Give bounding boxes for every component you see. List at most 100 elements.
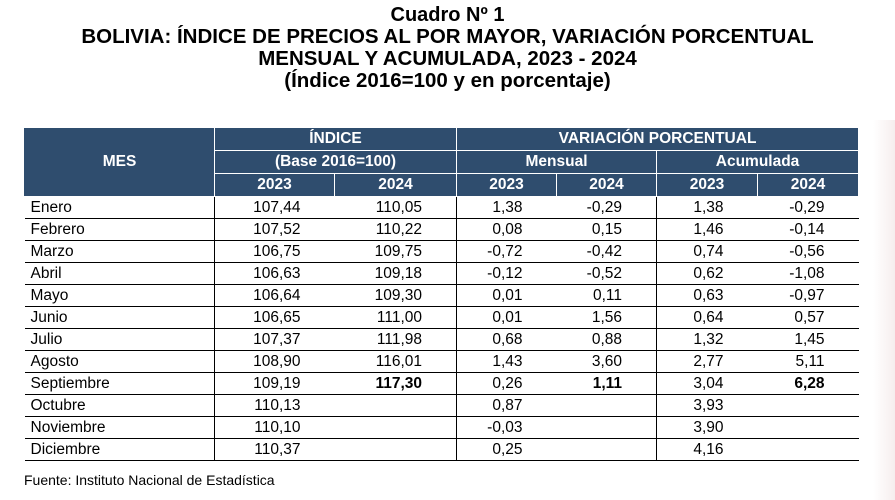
monthly-2023-cell: 0,26: [456, 372, 557, 395]
monthly-2024-cell: 3,60: [556, 350, 658, 373]
index-2024-cell: [334, 394, 458, 417]
cumulative-2023-cell: 4,16: [656, 438, 758, 461]
header-acumulada: Acumulada: [656, 150, 860, 174]
index-2024-cell: 117,30: [334, 372, 458, 395]
monthly-2024-cell: -0,42: [556, 240, 658, 263]
index-2024-cell: 111,00: [334, 306, 458, 329]
monthly-2023-cell: 0,25: [456, 438, 557, 461]
month-cell: Julio: [24, 328, 215, 351]
table-row: Diciembre 110,37 0,25 4,16: [24, 438, 859, 461]
cumulative-2024-cell: -0,56: [757, 240, 859, 263]
table-title-block: Cuadro Nº 1 BOLIVIA: ÍNDICE DE PRECIOS A…: [0, 4, 895, 92]
header-year: 2024: [556, 173, 658, 197]
cumulative-2024-cell: 1,45: [757, 328, 859, 351]
index-2024-cell: [334, 438, 458, 461]
index-2024-cell: 109,18: [334, 262, 458, 285]
cumulative-2023-cell: 0,64: [656, 306, 758, 329]
header-base: (Base 2016=100): [213, 150, 458, 174]
index-2023-cell: 110,13: [214, 394, 335, 417]
monthly-2023-cell: 0,01: [456, 284, 557, 307]
header-row-1: MES ÍNDICE VARIACIÓN PORCENTUAL: [24, 127, 860, 197]
table-row: Enero 107,44 110,05 1,38 -0,29 1,38 -0,29: [24, 196, 859, 219]
cumulative-2023-cell: 3,90: [656, 416, 758, 439]
header-mensual: Mensual: [456, 150, 658, 174]
cumulative-2023-cell: 0,63: [656, 284, 758, 307]
monthly-2024-cell: [556, 438, 658, 461]
header-mes: MES: [24, 127, 215, 197]
cumulative-2024-cell: -0,14: [757, 218, 859, 241]
cumulative-2024-cell: [757, 416, 859, 439]
index-2024-cell: 110,22: [334, 218, 458, 241]
header-indice: ÍNDICE: [213, 127, 458, 151]
index-2023-cell: 107,52: [214, 218, 335, 241]
cumulative-2024-cell: -1,08: [757, 262, 859, 285]
month-cell: Noviembre: [24, 416, 215, 439]
cumulative-2023-cell: 2,77: [656, 350, 758, 373]
monthly-2024-cell: 0,11: [556, 284, 658, 307]
monthly-2024-cell: 0,15: [556, 218, 658, 241]
index-2023-cell: 106,75: [214, 240, 335, 263]
header-year: 2023: [656, 173, 759, 197]
index-2024-cell: 111,98: [334, 328, 458, 351]
monthly-2023-cell: 0,01: [456, 306, 557, 329]
month-cell: Octubre: [24, 394, 215, 417]
header-year: 2023: [456, 173, 558, 197]
table-row: Noviembre 110,10 -0,03 3,90: [24, 416, 859, 439]
monthly-2023-cell: -0,03: [456, 416, 557, 439]
month-cell: Abril: [24, 262, 215, 285]
table-main-title: BOLIVIA: ÍNDICE DE PRECIOS AL POR MAYOR,…: [81, 25, 814, 48]
header-row-2: (Base 2016=100) Mensual Acumulada: [25, 150, 860, 174]
header-year: 2024: [333, 173, 458, 197]
header-variacion: VARIACIÓN PORCENTUAL: [456, 127, 860, 151]
header-row-years: 2023 2024 2023 2024 2023 2024: [25, 173, 860, 197]
index-2023-cell: 109,19: [214, 372, 335, 395]
index-2023-cell: 110,10: [214, 416, 335, 439]
cumulative-2023-cell: 1,46: [656, 218, 758, 241]
index-2024-cell: 110,05: [334, 196, 458, 219]
monthly-2024-cell: 1,11: [556, 372, 658, 395]
month-cell: Marzo: [24, 240, 215, 263]
monthly-2024-cell: [556, 416, 658, 439]
table-row: Febrero 107,52 110,22 0,08 0,15 1,46 -0,14: [24, 218, 859, 241]
cumulative-2023-cell: 1,38: [656, 196, 758, 219]
index-2024-cell: 109,75: [334, 240, 458, 263]
header-year: 2024: [757, 173, 860, 197]
table-main-title-continued: MENSUAL Y ACUMULADA, 2023 - 2024: [258, 47, 637, 70]
table-number-title: Cuadro Nº 1: [390, 4, 505, 26]
index-2023-cell: 106,63: [214, 262, 335, 285]
monthly-2023-cell: -0,72: [456, 240, 557, 263]
monthly-2024-cell: 1,56: [556, 306, 658, 329]
index-2023-cell: 106,64: [214, 284, 335, 307]
month-cell: Febrero: [24, 218, 215, 241]
index-2023-cell: 107,44: [214, 196, 335, 219]
cumulative-2023-cell: 3,93: [656, 394, 758, 417]
index-2023-cell: 106,65: [214, 306, 335, 329]
index-2023-cell: 110,37: [214, 438, 335, 461]
month-cell: Septiembre: [24, 372, 215, 395]
monthly-2023-cell: 1,43: [456, 350, 557, 373]
monthly-2024-cell: [556, 394, 658, 417]
cumulative-2023-cell: 3,04: [656, 372, 758, 395]
table-row: Octubre 110,13 0,87 3,93: [24, 394, 859, 417]
monthly-2024-cell: 0,88: [556, 328, 658, 351]
cumulative-2024-cell: 5,11: [757, 350, 859, 373]
monthly-2023-cell: 0,08: [456, 218, 557, 241]
table-row: Junio 106,65 111,00 0,01 1,56 0,64 0,57: [24, 306, 859, 329]
price-index-table: MES ÍNDICE VARIACIÓN PORCENTUAL (Base 20…: [24, 127, 860, 461]
table-units-subtitle: (Índice 2016=100 y en porcentaje): [284, 69, 611, 92]
monthly-2023-cell: 0,68: [456, 328, 557, 351]
index-2024-cell: 109,30: [334, 284, 458, 307]
header-year: 2023: [214, 173, 335, 197]
table-row: Septiembre 109,19 117,30 0,26 1,11 3,04 6,28: [24, 372, 859, 395]
month-cell: Agosto: [24, 350, 215, 373]
cumulative-2024-cell: [757, 438, 859, 461]
monthly-2023-cell: 1,38: [456, 196, 557, 219]
table-row: Agosto 108,90 116,01 1,43 3,60 2,77 5,11: [24, 350, 859, 373]
monthly-2023-cell: 0,87: [456, 394, 557, 417]
source-note: Fuente: Instituto Nacional de Estadístic…: [24, 472, 275, 488]
index-2024-cell: [334, 416, 458, 439]
cumulative-2023-cell: 0,74: [656, 240, 758, 263]
cumulative-2024-cell: -0,29: [757, 196, 859, 219]
month-cell: Enero: [24, 196, 215, 219]
table-row: Marzo 106,75 109,75 -0,72 -0,42 0,74 -0,56: [24, 240, 859, 263]
